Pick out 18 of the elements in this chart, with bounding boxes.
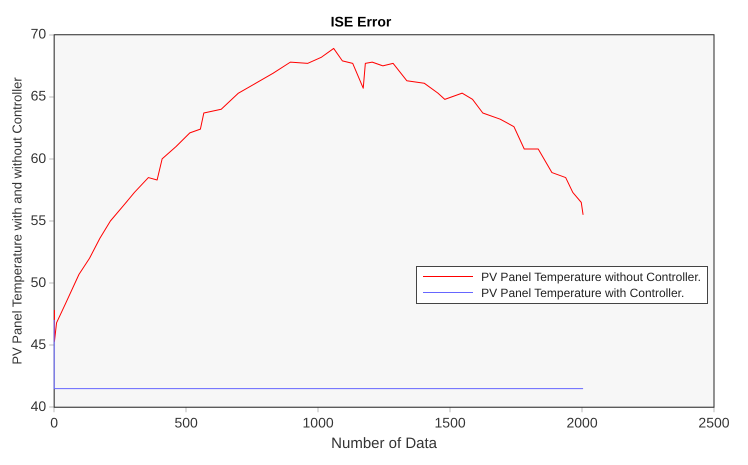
x-tick-label: 2000 [566, 414, 598, 430]
y-tick-label: 60 [30, 150, 46, 166]
y-tick-label: 55 [30, 212, 46, 228]
chart-title: ISE Error [330, 13, 392, 30]
y-tick-label: 40 [30, 398, 46, 414]
x-tick-label: 0 [50, 414, 58, 430]
y-axis-title: PV Panel Temperature with and without Controller [9, 76, 24, 365]
y-tick-label: 45 [30, 336, 46, 352]
x-tick-label: 500 [174, 414, 198, 430]
y-tick-label: 65 [30, 88, 46, 104]
y-tick-label: 50 [30, 274, 46, 290]
x-tick-label: 1000 [302, 414, 334, 430]
y-tick-label: 70 [30, 26, 46, 42]
legend-label: PV Panel Temperature without Controller. [481, 268, 701, 285]
x-tick-label: 1500 [434, 414, 466, 430]
x-tick-label: 2500 [698, 414, 730, 430]
x-axis-title: Number of Data [331, 435, 438, 452]
legend-label: PV Panel Temperature with Controller. [481, 284, 684, 301]
